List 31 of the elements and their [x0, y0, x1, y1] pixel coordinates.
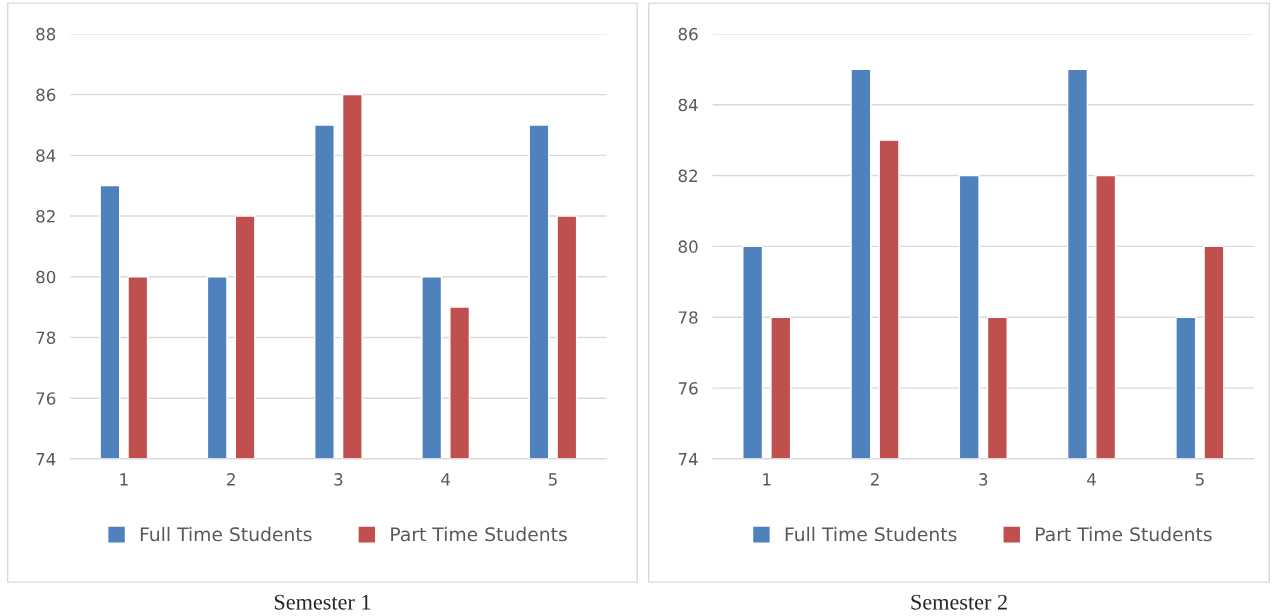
- x-tick-label: 4: [1087, 473, 1096, 486]
- y-tick-label: 78: [36, 331, 56, 345]
- y-tick-label: 84: [678, 98, 698, 112]
- x-tick-label: 2: [870, 473, 879, 486]
- x-tick-label: 5: [548, 473, 557, 486]
- y-tick-label: 80: [36, 270, 56, 284]
- y-tick-label: 84: [36, 149, 56, 162]
- x-tick-label: 3: [979, 473, 988, 486]
- legend-label: Part Time Students: [1036, 526, 1212, 542]
- y-tick-label: 76: [36, 392, 56, 405]
- y-tick-label: 82: [36, 210, 55, 223]
- x-tick-label: 4: [441, 473, 451, 486]
- y-tick-label: 76: [678, 382, 698, 395]
- y-tick-label: 78: [678, 311, 698, 324]
- y-tick-label: 74: [678, 453, 698, 466]
- legend-label: Full Time Students: [785, 526, 957, 542]
- text: Semester 1: [274, 594, 371, 610]
- y-tick-label: 88: [36, 27, 56, 41]
- legend-label: Part Time Students: [391, 526, 567, 542]
- y-tick-label: 80: [678, 240, 698, 253]
- x-tick-label: 1: [763, 473, 771, 486]
- x-tick-label: 2: [227, 473, 235, 486]
- x-tick-label: 3: [334, 473, 343, 486]
- y-tick-label: 86: [36, 88, 56, 102]
- text: Semester 2: [911, 594, 1007, 610]
- y-tick-label: 86: [678, 27, 698, 41]
- x-tick-label: 5: [1195, 473, 1204, 486]
- legend-label: Full Time Students: [140, 526, 312, 542]
- x-tick-label: 1: [120, 473, 128, 486]
- y-tick-label: 82: [678, 169, 698, 183]
- y-tick-label: 74: [36, 453, 56, 466]
